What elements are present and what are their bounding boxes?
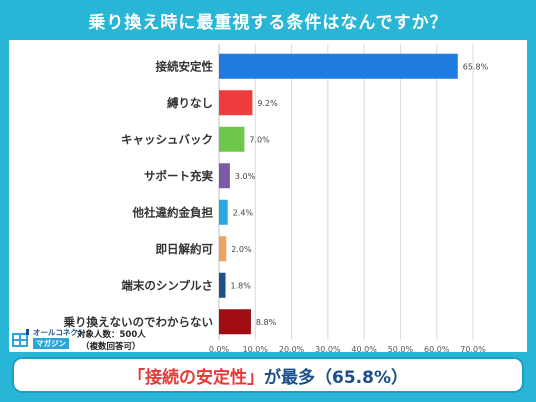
- respondent-count: 対象人数：500人: [77, 330, 146, 340]
- category-label: 他社違約金負担: [132, 205, 214, 219]
- bar: [219, 90, 253, 116]
- x-tick-label: 50.0%: [388, 345, 414, 352]
- summary-banner: 「接続の安定性」が最多（65.8%）: [12, 357, 524, 393]
- bar: [219, 272, 226, 298]
- logo-text-bottom: マガジン: [33, 338, 69, 349]
- summary-text: 「接続の安定性」が最多（65.8%）: [128, 363, 408, 388]
- value-label: 3.0%: [235, 172, 256, 181]
- respondent-note: （複数回答可）: [81, 342, 141, 352]
- chart-panel: 0.0% 10.0% 20.0% 30.0% 40.0% 50.0% 60.0% 70.0% 接…: [9, 40, 527, 352]
- x-tick-label: 30.0%: [315, 345, 341, 352]
- category-label: 乗り換えないのでわからない: [63, 315, 214, 329]
- x-tick-label: 70.0%: [460, 345, 486, 352]
- x-tick-label: 10.0%: [243, 345, 269, 352]
- category-label: 縛りなし: [167, 96, 213, 110]
- brand-logo: オールコネクト マガジン: [9, 326, 89, 350]
- bar-chart: 0.0% 10.0% 20.0% 30.0% 40.0% 50.0% 60.0% 70.0% 接…: [63, 44, 489, 352]
- x-tick-label: 40.0%: [351, 345, 377, 352]
- value-label: 7.0%: [249, 135, 270, 144]
- house-icon: [12, 329, 29, 347]
- bar: [219, 163, 230, 189]
- value-label: 9.2%: [257, 99, 278, 108]
- category-label: 端末のシンプルさ: [121, 278, 213, 292]
- bar: [219, 126, 245, 152]
- summary-rest: が最多（65.8%）: [264, 367, 408, 388]
- bar: [219, 199, 228, 225]
- category-label: 接続安定性: [156, 59, 214, 73]
- category-label: サポート充実: [144, 169, 213, 183]
- x-tick-label: 20.0%: [279, 345, 305, 352]
- logo-text-top: オールコネクト: [33, 328, 86, 337]
- value-label: 65.8%: [463, 62, 489, 71]
- value-label: 2.0%: [231, 245, 252, 254]
- chart-title: 乗り換え時に最重視する条件はなんですか？: [88, 12, 448, 33]
- bar: [219, 236, 227, 262]
- x-tick-label: 60.0%: [424, 345, 450, 352]
- value-label: 8.8%: [256, 318, 277, 327]
- value-label: 2.4%: [233, 208, 254, 217]
- x-tick-label: 0.0%: [209, 345, 230, 352]
- bar: [219, 309, 251, 335]
- bar: [219, 53, 458, 79]
- category-label: 即日解約可: [156, 242, 214, 256]
- value-label: 1.8%: [231, 281, 252, 290]
- category-label: キャッシュバック: [121, 132, 213, 146]
- summary-highlight: 「接続の安定性」: [128, 367, 264, 388]
